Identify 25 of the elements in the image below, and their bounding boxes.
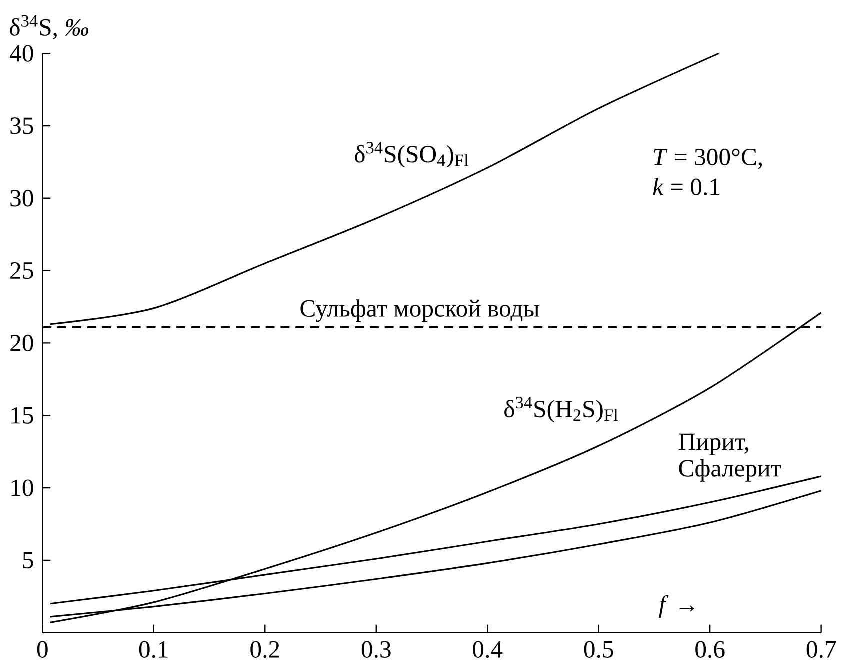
x-tick-label: 0.5 [584, 641, 614, 658]
y-tick-label: 40 [10, 45, 34, 62]
y-tick-label: 5 [23, 552, 34, 569]
annotation: Сфалерит [679, 459, 782, 482]
x-tick-label: 0.1 [139, 641, 168, 658]
x-tick-label: 0 [37, 641, 48, 658]
annotation: k = 0.1 [653, 178, 720, 196]
ref-line-label: Сульфат морской воды [300, 300, 540, 322]
y-tick-label: 15 [12, 407, 34, 424]
x-tick-label: 0.3 [362, 641, 391, 658]
x-tick-label: 0.2 [250, 641, 280, 658]
annotation: δ$^{34}$S(SO$_{4}$)$_{Fl}$ [355, 142, 469, 168]
annotation: T = 300°C, [654, 148, 762, 169]
annotation: f → [659, 595, 694, 618]
annotation: Пирит, [678, 434, 748, 456]
x-tick-label: 0.6 [696, 641, 725, 658]
x-tick-label: 0.7 [806, 641, 836, 658]
x-tick-label: 0.4 [473, 641, 503, 658]
y-axis-title: δ$^{34}$S, ‰ [10, 15, 89, 40]
annotation: δ$^{34}$S(H$_{2}$S)$_{Fl}$ [504, 396, 618, 422]
y-tick-label: 35 [10, 118, 34, 134]
y-tick-label: 25 [10, 262, 34, 279]
y-tick-label: 30 [10, 190, 34, 207]
y-tick-label: 20 [10, 334, 34, 352]
y-tick-label: 10 [12, 480, 34, 496]
